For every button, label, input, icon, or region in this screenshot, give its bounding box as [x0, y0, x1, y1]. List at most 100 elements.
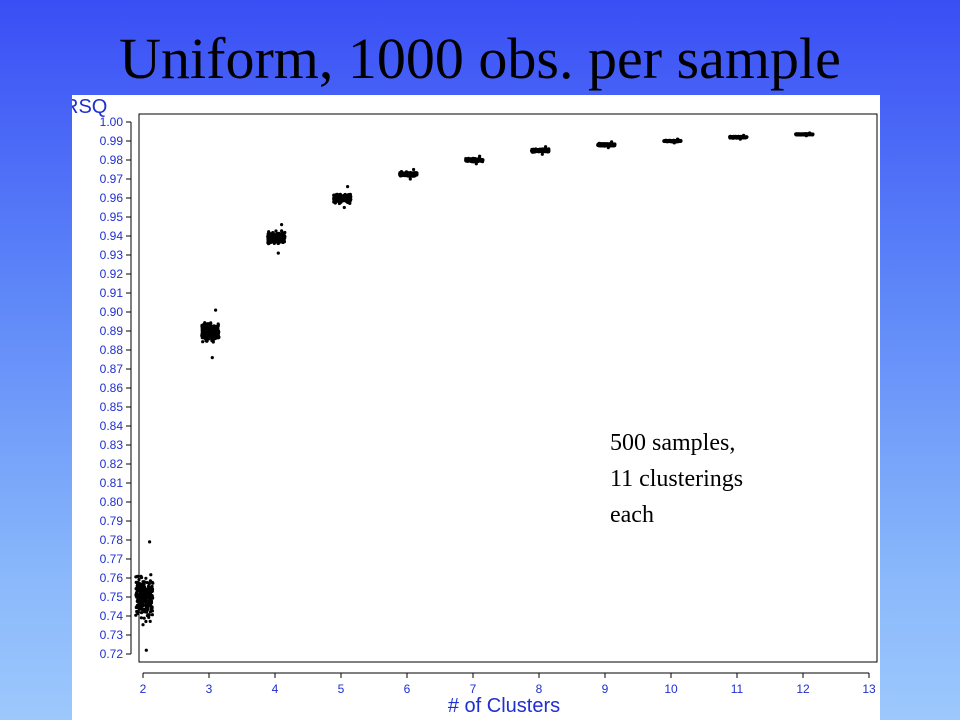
data-point	[742, 133, 746, 137]
data-point	[139, 616, 143, 620]
x-tick-label: 4	[272, 682, 279, 696]
plot-frame	[138, 113, 878, 663]
data-point	[141, 580, 145, 584]
data-point	[144, 648, 148, 652]
data-point	[270, 237, 274, 241]
y-axis: 0.72 0.73 0.74 0.75 0.76 0.77 0.78 0.79 0.80 0.81…	[100, 115, 132, 661]
data-point	[206, 328, 210, 332]
data-point	[135, 589, 139, 593]
x-tick-label: 11	[731, 682, 744, 696]
x-tick-label: 12	[796, 682, 810, 696]
data-point	[804, 134, 808, 138]
data-point	[282, 240, 286, 244]
data-point	[738, 137, 742, 141]
data-point	[148, 610, 152, 614]
y-tick-label: 0.74	[100, 609, 124, 623]
y-tick-label: 0.95	[100, 210, 124, 224]
y-tick-label: 0.96	[100, 191, 124, 205]
y-tick-label: 0.98	[100, 153, 124, 167]
data-point	[476, 158, 480, 162]
data-point	[280, 231, 284, 236]
y-tick-label: 0.86	[100, 381, 124, 395]
data-point	[216, 327, 220, 331]
data-point	[203, 321, 207, 325]
data-point	[745, 135, 749, 139]
y-tick-label: 0.78	[100, 533, 124, 547]
y-tick-label: 0.73	[100, 628, 124, 642]
y-tick-label: 0.85	[100, 400, 124, 414]
data-point	[280, 223, 284, 227]
data-point	[134, 613, 138, 617]
data-point	[399, 172, 403, 176]
y-tick-label: 0.99	[100, 134, 124, 148]
data-point	[480, 159, 484, 163]
x-axis-title: # of Clusters	[448, 695, 560, 717]
data-point	[597, 143, 601, 147]
data-point	[210, 356, 214, 360]
data-point	[212, 333, 216, 337]
x-tick-label: 3	[206, 682, 213, 696]
data-point	[144, 619, 148, 624]
x-tick-label: 5	[338, 682, 345, 696]
data-point	[202, 325, 207, 329]
data-point	[151, 581, 155, 585]
data-point	[274, 229, 278, 233]
y-tick-label: 0.79	[100, 514, 124, 528]
data-point	[140, 607, 144, 611]
y-tick-label: 0.84	[100, 419, 124, 433]
data-point	[201, 340, 205, 344]
data-point	[808, 131, 812, 135]
data-point	[347, 196, 351, 200]
data-point	[209, 324, 213, 328]
data-point	[332, 193, 336, 197]
y-tick-label: 0.94	[100, 229, 124, 243]
data-point	[148, 601, 152, 605]
data-point	[140, 583, 144, 587]
y-tick-label: 0.81	[100, 476, 124, 490]
data-point	[149, 573, 153, 577]
data-point	[150, 587, 155, 591]
data-point	[137, 607, 141, 611]
y-tick-label: 0.93	[100, 248, 124, 262]
plot-panel: RSQ 0.72 0.73 0.74 0.75 0.76 0.77 0.78 0.79 0.80…	[72, 95, 880, 720]
data-point	[537, 149, 541, 153]
x-tick-label: 2	[140, 682, 147, 696]
data-point	[150, 605, 154, 609]
data-point	[151, 596, 155, 600]
x-tick-label: 13	[862, 682, 876, 696]
data-point	[149, 607, 154, 612]
data-point	[205, 339, 209, 343]
data-point	[201, 331, 205, 336]
data-point	[478, 154, 482, 158]
data-point	[215, 330, 219, 334]
data-point	[342, 205, 346, 210]
data-point	[143, 592, 148, 596]
y-tick-label: 0.82	[100, 457, 124, 471]
data-point	[272, 240, 276, 244]
scatter-chart: RSQ 0.72 0.73 0.74 0.75 0.76 0.77 0.78 0.79 0.80…	[72, 96, 878, 717]
data-point	[143, 597, 147, 601]
data-point	[139, 604, 143, 608]
data-point	[136, 600, 140, 604]
x-axis: 2 3 4 5 6 7 8 9 10 11 12 13	[140, 672, 876, 696]
data-point	[540, 147, 544, 151]
y-tick-label: 0.83	[100, 438, 124, 452]
data-point	[139, 594, 143, 598]
data-point	[599, 143, 604, 147]
data-point	[216, 336, 220, 340]
y-tick-label: 0.89	[100, 324, 124, 338]
data-point	[272, 233, 276, 237]
data-point	[140, 586, 144, 590]
data-point	[663, 139, 667, 143]
data-point	[136, 610, 140, 614]
data-point	[474, 162, 478, 166]
data-point	[345, 198, 349, 202]
data-point	[402, 172, 407, 176]
data-point	[278, 236, 282, 240]
data-point	[142, 610, 146, 614]
x-tick-label: 9	[602, 682, 609, 696]
y-tick-label: 0.77	[100, 552, 124, 566]
data-point	[734, 135, 739, 140]
data-point	[283, 230, 287, 235]
data-point	[794, 132, 798, 136]
